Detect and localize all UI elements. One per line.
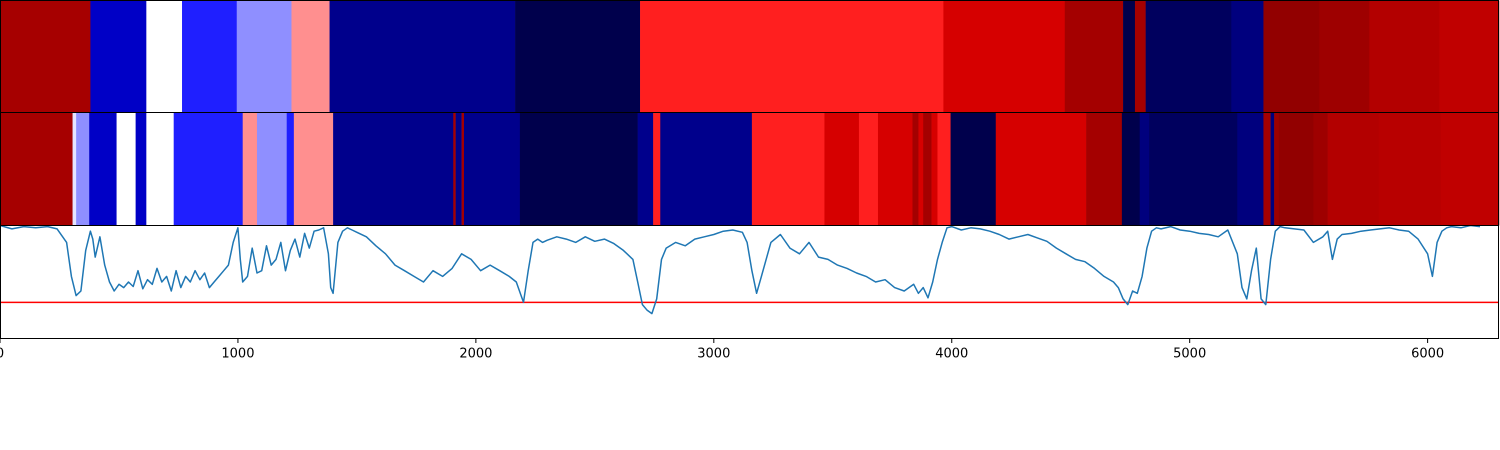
heatmap-cell [116, 112, 136, 226]
heatmap-cell [751, 112, 825, 226]
heatmap-cell [90, 0, 147, 113]
heatmap-cell [1263, 0, 1320, 113]
heatmap-cell [918, 112, 924, 226]
heatmap-cell [76, 112, 90, 226]
heatmap-cell [1369, 0, 1440, 113]
heatmap-cell [286, 112, 295, 226]
heatmap-cell [1263, 112, 1271, 226]
heatmap-cell [173, 112, 243, 226]
heatmap-cell [1327, 112, 1380, 226]
heatmap-cell [1134, 0, 1146, 113]
heatmap-cell [858, 112, 879, 226]
x-tick-label: 5000 [1173, 347, 1206, 362]
heatmap-cell [0, 0, 91, 113]
heatmap-cell [1278, 112, 1314, 226]
heatmap-cell [1270, 112, 1275, 226]
heatmap-cell [1274, 112, 1280, 226]
heatmap-cell [830, 112, 860, 226]
x-tick-label: 3000 [697, 347, 730, 362]
heatmap-cell [293, 112, 334, 226]
heatmap-cell [943, 0, 1066, 113]
heatmap-cell [950, 112, 997, 226]
heatmap-cell [1086, 112, 1123, 226]
heatmap-cell [1139, 112, 1150, 226]
heatmap-cell [242, 112, 258, 226]
x-tick-label: 1000 [221, 347, 254, 362]
heatmap-cell [1378, 112, 1442, 226]
x-axis: 0 1000 2000 3000 4000 5000 6000 [0, 338, 1444, 362]
x-tick-label: 2000 [459, 347, 492, 362]
heatmap-cell [72, 112, 77, 226]
heatmap-cell [1149, 112, 1238, 226]
x-tick-label: 0 [0, 347, 4, 362]
heatmap-cell [1123, 0, 1136, 113]
heatmap-cell [455, 112, 462, 226]
heatmap-cell [1121, 112, 1141, 226]
line-panel [0, 225, 1499, 315]
x-tick-label: 6000 [1411, 347, 1444, 362]
heatmap-cell [877, 112, 913, 226]
heatmap-cell [519, 112, 638, 226]
heatmap-cell [461, 112, 465, 226]
heatmap-band-top [0, 0, 1500, 113]
heatmap-cell [256, 112, 288, 226]
heatmap-cell [1313, 112, 1328, 226]
heatmap-cell [236, 0, 292, 113]
heatmap-cell [333, 112, 454, 226]
heatmap-cell [1440, 112, 1500, 226]
heatmap-cell [923, 112, 932, 226]
heatmap-band-middle [0, 112, 1500, 226]
heatmap-cell [0, 112, 73, 226]
heatmap-cell [453, 112, 456, 226]
heatmap-cell [653, 112, 661, 226]
heatmap-cell [912, 112, 919, 226]
heatmap-cell [1231, 0, 1264, 113]
heatmap-cell [1319, 0, 1370, 113]
heatmap-cell [931, 112, 938, 226]
heatmap-cell [637, 112, 654, 226]
panel-frame [0, 225, 1499, 339]
heatmap-cell [89, 112, 117, 226]
heatmap-cell [182, 0, 238, 113]
heatmap-cell [1064, 0, 1124, 113]
heatmap-cell [640, 0, 944, 113]
heatmap-cell [329, 0, 516, 113]
heatmap-cell [146, 112, 174, 226]
heatmap-cell [937, 112, 951, 226]
x-tick-label: 4000 [935, 347, 968, 362]
heatmap-cell [1237, 112, 1264, 226]
heatmap-cell [515, 0, 641, 113]
heatmap-cell [135, 112, 147, 226]
heatmap-cell [463, 112, 521, 226]
heatmap-cell [146, 0, 183, 113]
heatmap-cell [660, 112, 753, 226]
heatmap-cell [1145, 0, 1232, 113]
heatmap-cell [995, 112, 1087, 226]
heatmap-cell [824, 112, 831, 226]
heatmap-cell [291, 0, 330, 113]
series-line [0, 225, 1481, 315]
heatmap-cell [1439, 0, 1500, 113]
panel-frames [0, 0, 1499, 339]
